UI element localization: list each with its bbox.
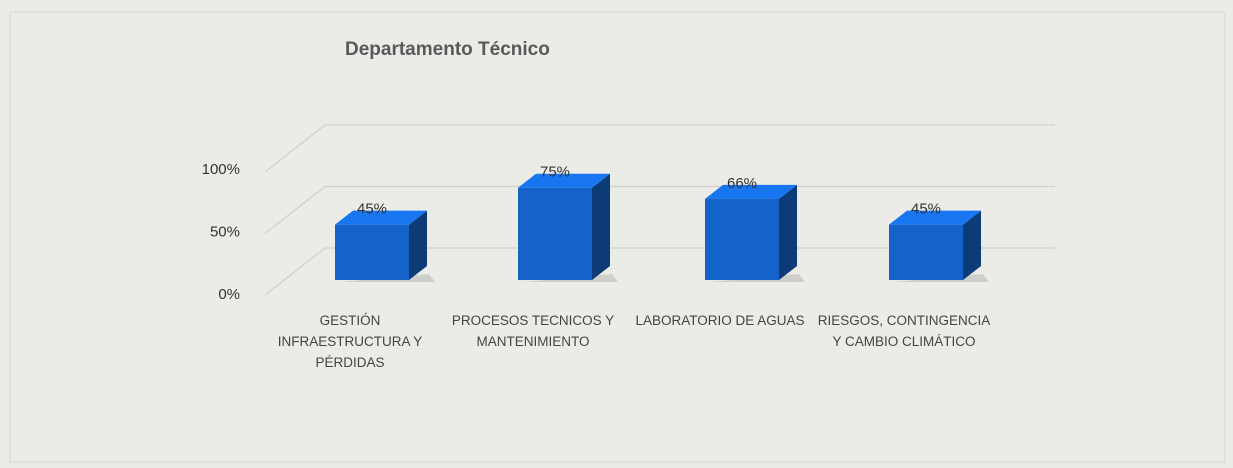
bar-side <box>592 173 610 280</box>
value-label: 45% <box>357 201 387 218</box>
x-tick-label: GESTIÓN INFRAESTRUCTURA Y PÉRDIDAS <box>277 313 423 370</box>
value-label: 45% <box>911 201 941 218</box>
y-tick-label: 50% <box>210 223 240 240</box>
value-label: 66% <box>727 175 757 192</box>
x-tick-label: RIESGOS, CONTINGENCIA Y CAMBIO CLIMÁTICO <box>817 313 991 349</box>
x-tick-label: LABORATORIO DE AGUAS <box>635 313 805 328</box>
bar-top <box>518 173 610 188</box>
bar-side <box>963 210 981 280</box>
bar-side <box>409 210 427 280</box>
bar-side <box>779 184 797 280</box>
grid-line <box>264 185 1055 234</box>
bar-top <box>335 210 427 225</box>
chart-title: Departamento Técnico <box>345 39 550 60</box>
grid-line <box>264 124 1055 173</box>
bar <box>705 198 779 280</box>
bar-top <box>889 210 981 225</box>
bar <box>518 187 592 280</box>
chart-frame <box>9 11 1226 463</box>
bar <box>335 224 409 280</box>
bar-top <box>705 184 797 199</box>
bar <box>889 224 963 280</box>
y-tick-label: 100% <box>202 161 240 178</box>
y-tick-label: 0% <box>218 286 240 303</box>
grid-line <box>264 247 1055 296</box>
x-tick-label: PROCESOS TECNICOS Y MANTENIMIENTO <box>451 313 615 349</box>
value-label: 75% <box>540 164 570 181</box>
